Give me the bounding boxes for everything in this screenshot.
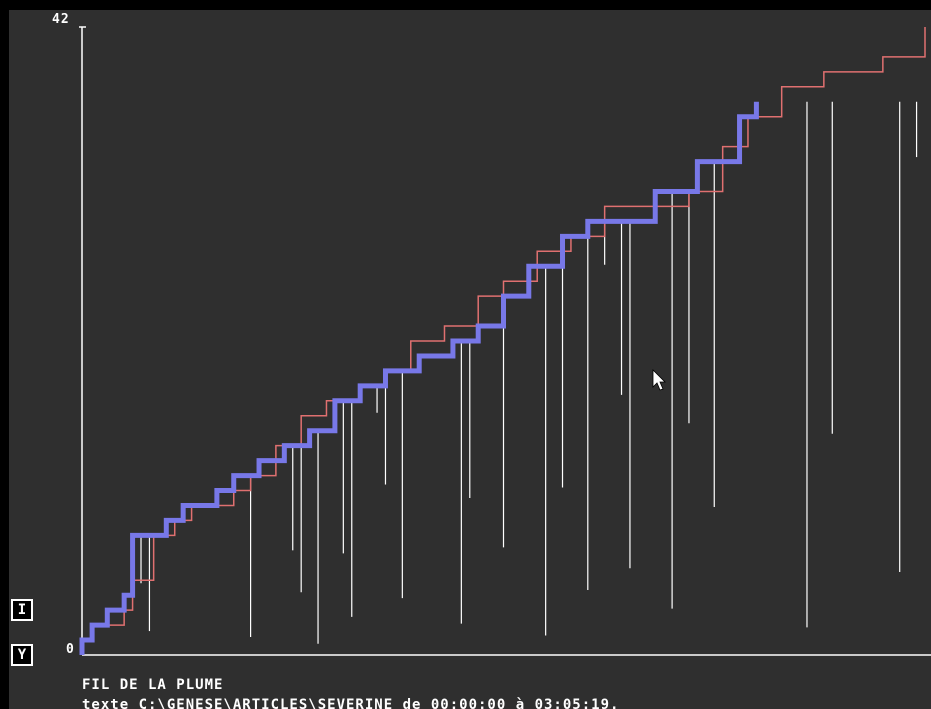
y-max-label: 42 bbox=[52, 12, 70, 27]
y-button[interactable]: Y bbox=[11, 644, 33, 666]
i-button[interactable]: I bbox=[11, 599, 33, 621]
series-layer bbox=[79, 27, 926, 655]
footer-subtitle: texte C:\GENESE\ARTICLES\SEVERINE de 00:… bbox=[82, 697, 620, 709]
revision-lines bbox=[131, 101, 918, 644]
y-min-label: 0 bbox=[66, 642, 75, 657]
footer-title: FIL DE LA PLUME bbox=[82, 677, 224, 693]
mouse-cursor-icon bbox=[652, 369, 666, 391]
series-line-1 bbox=[79, 101, 759, 655]
